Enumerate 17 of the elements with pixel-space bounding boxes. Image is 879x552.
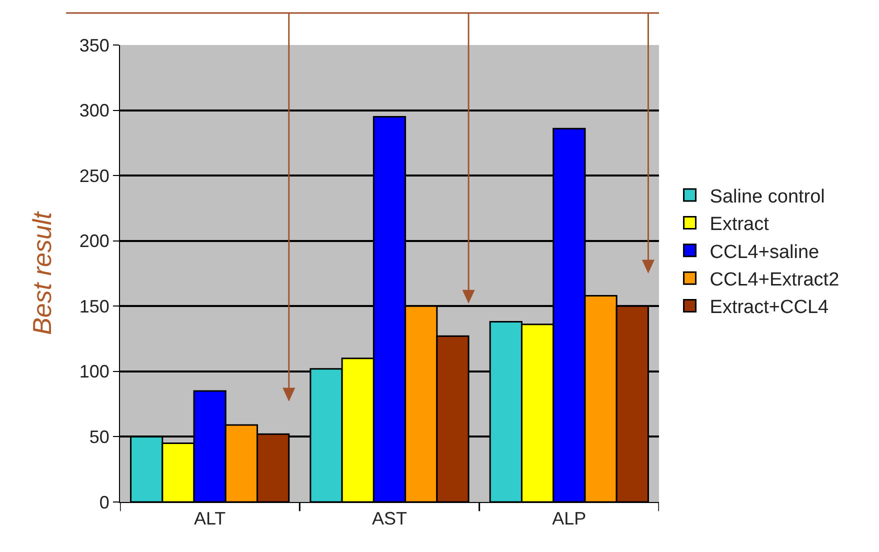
y-tick-label: 300 (79, 100, 110, 121)
legend-label: Extract (710, 214, 770, 236)
y-tick-label: 150 (79, 296, 110, 316)
y-tick-label: 250 (79, 166, 110, 186)
x-tick-label: ALT (194, 508, 226, 529)
y-tick-label: 350 (79, 35, 110, 56)
y-tick-label: 0 (99, 492, 110, 512)
x-tick-label: ALP (552, 508, 586, 529)
legend-label: Extract+CCL4 (710, 297, 830, 318)
y-tick-label: 50 (89, 427, 110, 448)
legend-label: Saline control (710, 186, 825, 208)
y-tick-label: 100 (79, 362, 110, 382)
x-tick-label: AST (372, 508, 408, 529)
legend-label: CCL4+Extract2 (710, 270, 840, 291)
legend-label: CCL4+saline (710, 242, 820, 263)
y-axis-title: Best result (26, 210, 57, 335)
y-tick-label: 200 (79, 231, 110, 252)
